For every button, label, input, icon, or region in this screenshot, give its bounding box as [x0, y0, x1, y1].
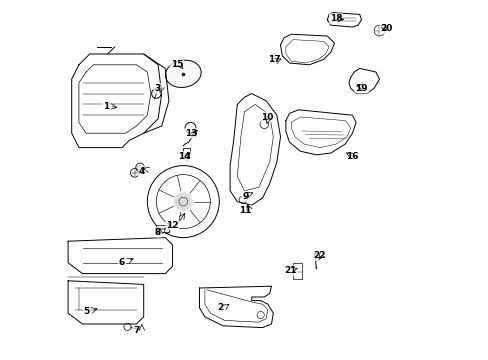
Text: 1: 1: [102, 102, 109, 111]
Text: 10: 10: [260, 112, 272, 122]
Bar: [292, 263, 302, 279]
Text: 11: 11: [239, 206, 251, 215]
Text: 21: 21: [284, 266, 296, 275]
Text: 19: 19: [354, 84, 367, 93]
Text: 4: 4: [139, 166, 145, 176]
Text: 13: 13: [185, 129, 198, 138]
Text: 3: 3: [154, 84, 160, 93]
Text: 15: 15: [170, 60, 183, 69]
Text: 22: 22: [312, 251, 325, 260]
Text: 20: 20: [380, 24, 392, 33]
Bar: [156, 225, 168, 232]
Text: 18: 18: [329, 14, 342, 23]
Text: 17: 17: [267, 55, 280, 64]
Text: 6: 6: [119, 258, 125, 267]
Text: 16: 16: [346, 152, 358, 161]
Text: 2: 2: [217, 303, 223, 312]
Circle shape: [174, 193, 192, 211]
Text: 14: 14: [178, 152, 190, 161]
Ellipse shape: [165, 60, 201, 87]
Text: 5: 5: [83, 307, 90, 316]
Bar: [183, 148, 189, 153]
Text: 8: 8: [155, 228, 161, 237]
Text: 7: 7: [133, 326, 140, 335]
Text: 9: 9: [242, 192, 248, 201]
Text: 12: 12: [166, 220, 179, 230]
